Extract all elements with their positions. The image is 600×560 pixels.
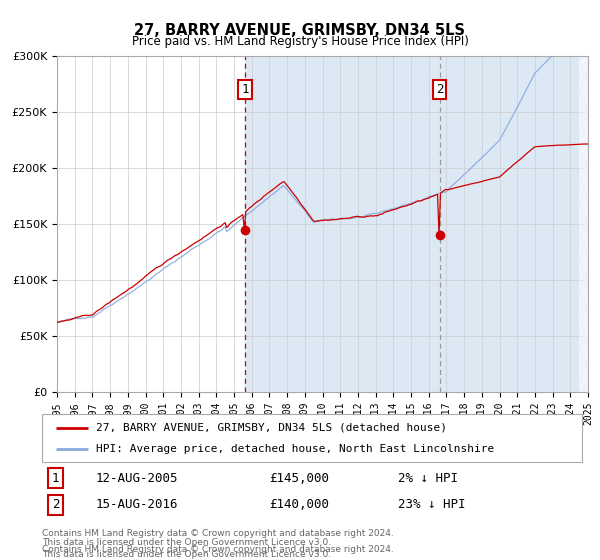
Text: 2: 2 — [436, 83, 443, 96]
Text: £140,000: £140,000 — [269, 498, 329, 511]
Text: This data is licensed under the Open Government Licence v3.0.: This data is licensed under the Open Gov… — [42, 538, 331, 547]
Bar — [579, 56, 588, 392]
Text: This data is licensed under the Open Government Licence v3.0.: This data is licensed under the Open Gov… — [42, 550, 331, 559]
Text: HPI: Average price, detached house, North East Lincolnshire: HPI: Average price, detached house, Nort… — [96, 444, 494, 454]
Text: 1: 1 — [52, 472, 59, 484]
Text: Contains HM Land Registry data © Crown copyright and database right 2024.: Contains HM Land Registry data © Crown c… — [42, 545, 394, 554]
Text: 1: 1 — [241, 83, 248, 96]
Text: 2: 2 — [52, 498, 59, 511]
Text: 15-AUG-2016: 15-AUG-2016 — [96, 498, 179, 511]
Text: £145,000: £145,000 — [269, 472, 329, 484]
Bar — [245, 56, 588, 392]
Text: Price paid vs. HM Land Registry's House Price Index (HPI): Price paid vs. HM Land Registry's House … — [131, 35, 469, 49]
Text: 27, BARRY AVENUE, GRIMSBY, DN34 5LS (detached house): 27, BARRY AVENUE, GRIMSBY, DN34 5LS (det… — [96, 423, 447, 433]
Text: 27, BARRY AVENUE, GRIMSBY, DN34 5LS: 27, BARRY AVENUE, GRIMSBY, DN34 5LS — [134, 24, 466, 38]
Text: 23% ↓ HPI: 23% ↓ HPI — [398, 498, 466, 511]
Text: 2% ↓ HPI: 2% ↓ HPI — [398, 472, 458, 484]
Text: 12-AUG-2005: 12-AUG-2005 — [96, 472, 179, 484]
FancyBboxPatch shape — [42, 414, 582, 462]
Text: Contains HM Land Registry data © Crown copyright and database right 2024.: Contains HM Land Registry data © Crown c… — [42, 529, 394, 538]
